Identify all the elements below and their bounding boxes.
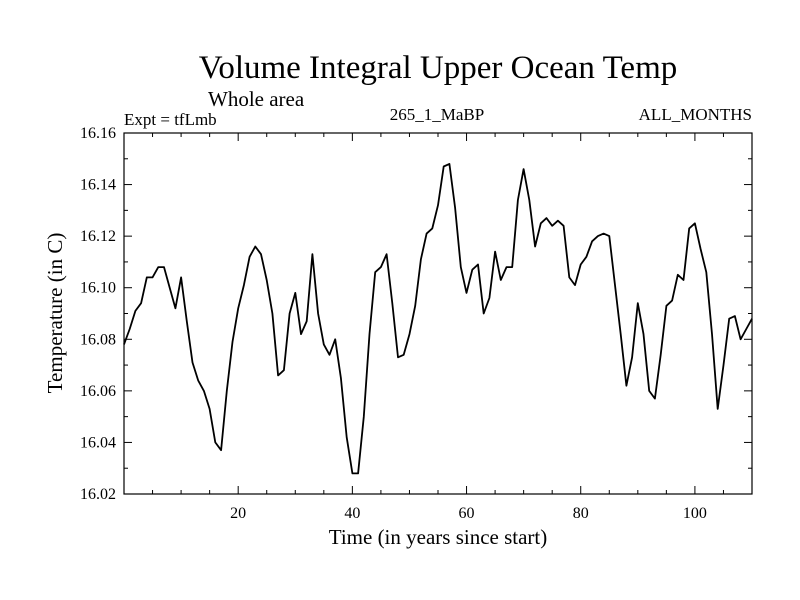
temperature-series-line: [123, 163, 753, 475]
y-tick-label: 16.02: [80, 486, 116, 503]
months-label: ALL_MONTHS: [639, 105, 752, 124]
run-label: 265_1_MaBP: [390, 105, 484, 124]
y-tick-label: 16.12: [80, 228, 116, 245]
x-tick-label: 40: [344, 505, 360, 522]
x-tick-label: 60: [459, 505, 475, 522]
x-axis-label: Time (in years since start): [329, 525, 548, 549]
chart-subtitle: Whole area: [208, 87, 305, 111]
y-tick-label: 16.16: [80, 125, 116, 142]
expt-label: Expt = tfLmb: [124, 110, 217, 129]
x-tick-label: 20: [230, 505, 246, 522]
y-axis-label: Temperature (in C): [43, 233, 67, 394]
plot-frame: [123, 132, 753, 495]
axis-ticks: 16.02 16.04 16.06 16.08 16.10 16.12 16.14 16.16…: [80, 125, 752, 522]
chart-title: Volume Integral Upper Ocean Temp: [199, 50, 677, 86]
y-tick-label: 16.10: [80, 280, 116, 297]
y-tick-label: 16.06: [80, 383, 116, 400]
y-tick-label: 16.08: [80, 331, 116, 348]
x-tick-label: 80: [573, 505, 589, 522]
y-tick-label: 16.04: [80, 434, 116, 451]
y-tick-label: 16.14: [80, 177, 116, 194]
x-tick-label: 100: [683, 505, 707, 522]
